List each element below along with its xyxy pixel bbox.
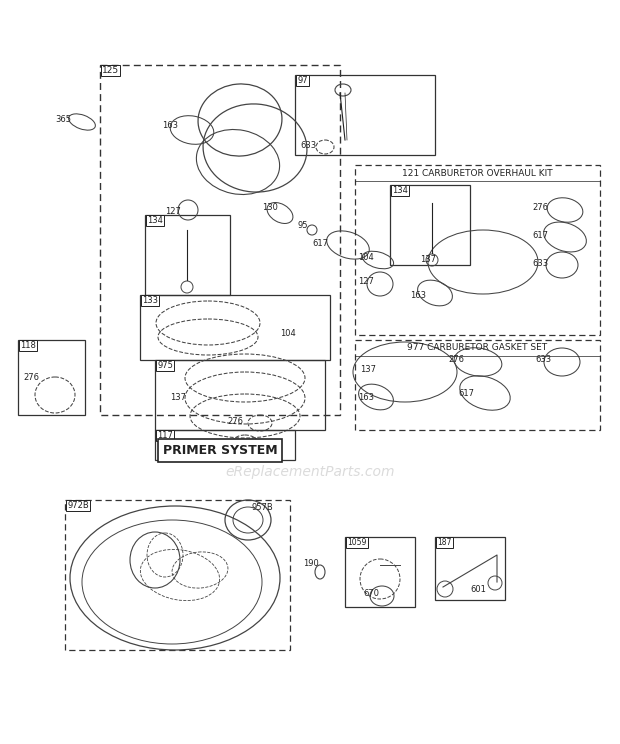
Bar: [145, 215, 230, 295]
Text: 95: 95: [298, 220, 309, 229]
Text: 977 CARBURETOR GASKET SET: 977 CARBURETOR GASKET SET: [407, 344, 547, 353]
Text: 127: 127: [358, 278, 374, 286]
Text: 975: 975: [157, 361, 173, 370]
Bar: [155, 360, 325, 430]
Text: 137: 137: [170, 394, 186, 403]
Text: 127: 127: [165, 208, 181, 217]
Text: 190: 190: [303, 559, 319, 568]
Text: 121 CARBURETOR OVERHAUL KIT: 121 CARBURETOR OVERHAUL KIT: [402, 168, 553, 178]
Text: 670: 670: [363, 589, 379, 598]
Text: 187: 187: [437, 538, 451, 547]
Text: 957B: 957B: [252, 502, 274, 512]
Bar: [390, 185, 470, 265]
Bar: [65, 500, 290, 650]
Bar: [345, 537, 415, 607]
Text: 118: 118: [20, 341, 36, 350]
Bar: [18, 340, 85, 415]
Text: 633: 633: [532, 258, 548, 268]
Text: 163: 163: [410, 290, 426, 300]
Text: 276: 276: [23, 373, 39, 382]
Text: 134: 134: [147, 216, 163, 225]
Text: 276: 276: [532, 202, 548, 211]
Text: 117: 117: [157, 431, 173, 440]
Text: 137: 137: [420, 255, 436, 265]
Bar: [435, 537, 505, 600]
Text: 972B: 972B: [67, 501, 89, 510]
Text: 104: 104: [358, 254, 374, 263]
Text: PRIMER SYSTEM: PRIMER SYSTEM: [162, 443, 277, 457]
Text: 633: 633: [300, 141, 316, 150]
Text: 601: 601: [470, 586, 486, 594]
Bar: [155, 430, 295, 460]
Text: 276: 276: [448, 356, 464, 365]
Text: 365: 365: [55, 115, 71, 124]
Text: 137: 137: [360, 365, 376, 374]
Text: 1059: 1059: [347, 538, 366, 547]
Text: eReplacementParts.com: eReplacementParts.com: [225, 465, 395, 479]
Text: 163: 163: [358, 393, 374, 402]
Text: 104: 104: [280, 329, 296, 338]
Text: 617: 617: [532, 231, 548, 240]
Bar: [355, 340, 600, 430]
Text: 97: 97: [297, 76, 308, 85]
Text: 617: 617: [312, 240, 328, 248]
Bar: [355, 165, 600, 335]
Text: 134: 134: [392, 186, 408, 195]
Bar: [295, 75, 435, 155]
Text: 633: 633: [535, 356, 551, 365]
Text: 163: 163: [162, 121, 178, 129]
Text: 130: 130: [262, 204, 278, 213]
Text: 133: 133: [142, 296, 158, 305]
Text: 276: 276: [193, 440, 209, 449]
Text: 276: 276: [227, 417, 243, 426]
Text: 125: 125: [102, 66, 119, 75]
Bar: [100, 65, 340, 415]
Text: 617: 617: [458, 388, 474, 397]
Bar: [140, 295, 330, 360]
